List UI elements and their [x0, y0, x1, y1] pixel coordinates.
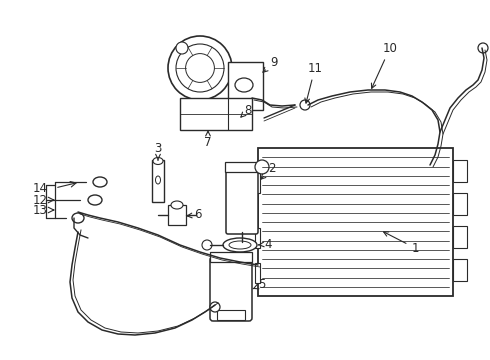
Bar	[255, 173, 260, 193]
Circle shape	[186, 54, 215, 82]
Bar	[453, 193, 467, 215]
Ellipse shape	[235, 78, 253, 92]
Circle shape	[210, 302, 220, 312]
Text: 9: 9	[263, 55, 278, 72]
Bar	[225, 162, 259, 172]
Bar	[228, 62, 263, 110]
Ellipse shape	[171, 201, 183, 209]
Bar	[453, 226, 467, 248]
Ellipse shape	[93, 177, 107, 187]
Bar	[255, 263, 260, 283]
Bar	[152, 160, 164, 202]
Circle shape	[168, 36, 232, 100]
Bar	[453, 259, 467, 281]
Circle shape	[255, 160, 269, 174]
Bar	[168, 205, 186, 225]
Circle shape	[176, 44, 224, 92]
Ellipse shape	[155, 176, 161, 184]
Bar	[180, 98, 252, 130]
Circle shape	[478, 43, 488, 53]
Text: 2: 2	[261, 162, 276, 179]
Text: 11: 11	[305, 62, 322, 103]
Text: 5: 5	[253, 279, 266, 292]
Text: 3: 3	[154, 141, 162, 160]
Text: 6: 6	[187, 208, 202, 221]
Circle shape	[300, 100, 310, 110]
Ellipse shape	[72, 213, 84, 223]
Bar	[255, 228, 260, 248]
FancyBboxPatch shape	[210, 257, 252, 321]
Bar	[453, 160, 467, 182]
Text: 8: 8	[241, 104, 252, 117]
Text: 14: 14	[32, 181, 48, 194]
Text: 10: 10	[371, 41, 397, 88]
Text: 7: 7	[204, 131, 212, 148]
Bar	[258, 148, 453, 296]
Ellipse shape	[229, 241, 251, 249]
Circle shape	[176, 42, 188, 54]
Circle shape	[202, 240, 212, 250]
Bar	[217, 310, 245, 320]
Ellipse shape	[223, 238, 257, 252]
Text: 4: 4	[259, 238, 272, 251]
Ellipse shape	[153, 158, 163, 165]
FancyBboxPatch shape	[226, 168, 258, 234]
Ellipse shape	[88, 195, 102, 205]
Bar	[210, 252, 252, 262]
Text: 13: 13	[32, 203, 48, 216]
Text: 1: 1	[384, 232, 419, 255]
Text: 12: 12	[32, 194, 48, 207]
